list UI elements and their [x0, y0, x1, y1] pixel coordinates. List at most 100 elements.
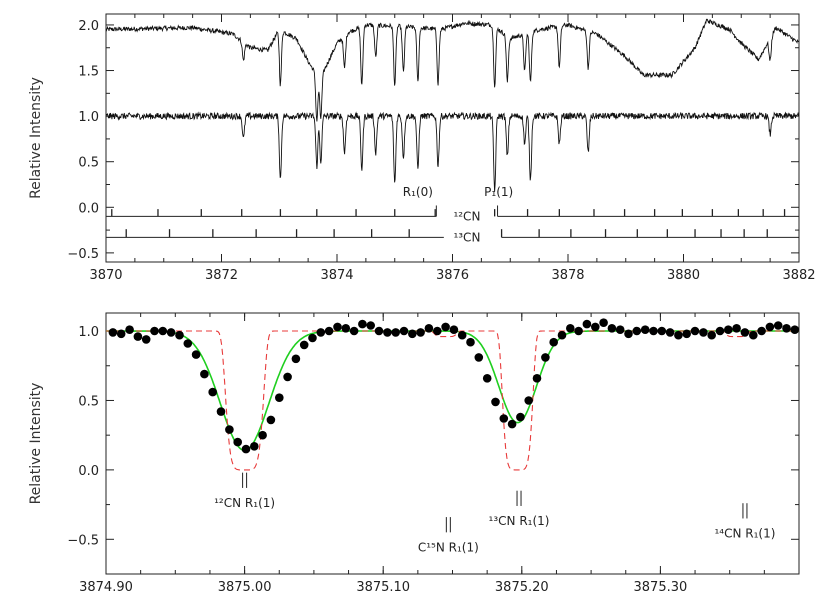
- data-point: [682, 329, 691, 339]
- data-point: [466, 337, 475, 347]
- data-point: [250, 442, 259, 451]
- data-point: [624, 329, 633, 339]
- data-point: [574, 326, 583, 336]
- data-point: [566, 324, 575, 333]
- data-point: [640, 325, 650, 335]
- data-point: [632, 326, 642, 336]
- data-point: [699, 328, 708, 337]
- data-point: [790, 325, 800, 335]
- data-point: [665, 328, 675, 337]
- data-point: [773, 321, 783, 330]
- data-point: [208, 387, 217, 397]
- data-point: [482, 374, 492, 383]
- data-point: [674, 330, 683, 340]
- top-annotation: P₁(1): [484, 185, 513, 199]
- data-point: [499, 414, 509, 423]
- data-point: [507, 419, 517, 429]
- data-point: [166, 328, 176, 337]
- data-point: [241, 444, 251, 454]
- line-marker-label: C¹⁵N R₁(1): [418, 541, 479, 555]
- top-x-tick-label: 3870: [89, 268, 122, 283]
- data-point: [491, 397, 500, 407]
- bottom-y-tick-label: 0.5: [78, 394, 99, 409]
- data-point: [150, 326, 159, 336]
- data-point: [740, 328, 750, 337]
- data-point: [308, 333, 317, 343]
- bottom-y-tick-label: −0.5: [67, 533, 99, 548]
- top-spectrum-series-2: [105, 111, 800, 192]
- top-x-tick-label: 3882: [782, 268, 815, 283]
- data-point: [299, 340, 309, 350]
- data-point: [441, 322, 450, 332]
- data-point: [374, 326, 384, 336]
- data-point: [615, 325, 625, 335]
- data-point: [391, 328, 401, 337]
- data-point: [449, 325, 459, 335]
- data-point: [191, 350, 201, 359]
- data-point: [690, 326, 700, 336]
- data-point: [383, 328, 392, 337]
- line-marker-label: ¹⁴CN R₁(1): [714, 527, 775, 541]
- top-y-tick-label: 1.5: [78, 65, 99, 80]
- line-marker-label: ¹³CN R₁(1): [489, 514, 550, 528]
- data-point: [349, 326, 359, 336]
- top-annotation: ¹³CN: [453, 230, 480, 244]
- line-marker-label: ¹²CN R₁(1): [214, 496, 275, 510]
- data-point: [408, 329, 417, 339]
- data-point: [649, 326, 658, 336]
- data-point: [541, 353, 550, 362]
- data-point: [707, 330, 716, 340]
- bottom-zoom-panel: 3874.90 3875.00 3875.10 3875.20 3875.30 −0.5 0…: [28, 312, 800, 593]
- bottom-x-tick-label: 3875.30: [634, 580, 688, 593]
- data-point: [732, 324, 741, 333]
- data-point: [582, 319, 592, 329]
- data-point: [516, 412, 525, 422]
- data-point: [366, 321, 376, 330]
- data-point: [591, 322, 600, 332]
- bottom-plot-frame: [105, 312, 800, 575]
- bottom-x-tick-label: 3875.00: [218, 580, 272, 593]
- bottom-y-axis-title: Relative Intensity: [28, 383, 44, 505]
- data-point: [424, 324, 434, 333]
- data-point: [433, 326, 442, 336]
- top-spectrum-panel: 3870 3872 3874 3876 3878 3880 3882 −0.5 0.0 0.5 1.…: [28, 13, 816, 283]
- data-point: [399, 326, 409, 336]
- data-point: [233, 437, 242, 447]
- top-spectrum-series-1: [105, 18, 800, 122]
- data-point: [749, 330, 758, 340]
- data-point: [358, 319, 367, 329]
- data-point: [765, 322, 775, 332]
- data-point: [258, 430, 267, 440]
- data-point: [275, 393, 284, 403]
- data-point: [715, 326, 725, 336]
- data-point: [341, 324, 351, 333]
- top-y-axis-title: Relative Intensity: [28, 77, 44, 199]
- data-point: [266, 415, 276, 425]
- data-point: [524, 396, 533, 405]
- data-point: [757, 326, 766, 336]
- data-point: [158, 326, 168, 336]
- data-point: [457, 330, 467, 340]
- bottom-x-tick-label: 3875.10: [356, 580, 410, 593]
- data-point: [200, 369, 209, 379]
- data-point: [324, 326, 334, 336]
- top-x-tick-label: 3880: [667, 268, 700, 283]
- data-point: [125, 325, 134, 335]
- data-point: [283, 372, 292, 382]
- data-point: [291, 354, 301, 364]
- data-point: [599, 318, 608, 328]
- top-x-tick-label: 3878: [551, 268, 584, 283]
- top-x-tick-label: 3874: [320, 268, 353, 283]
- top-plot-frame: [105, 13, 800, 263]
- top-y-tick-label: −0.5: [67, 247, 99, 262]
- data-point: [474, 353, 484, 362]
- top-annotation: R₁(0): [403, 185, 433, 199]
- data-point: [216, 407, 226, 416]
- top-y-tick-label: 0.0: [78, 201, 99, 216]
- data-point: [782, 324, 791, 333]
- top-y-tick-label: 2.0: [78, 19, 99, 34]
- top-x-tick-label: 3876: [436, 268, 469, 283]
- top-y-tick-label: 0.5: [78, 156, 99, 171]
- data-point: [183, 339, 193, 348]
